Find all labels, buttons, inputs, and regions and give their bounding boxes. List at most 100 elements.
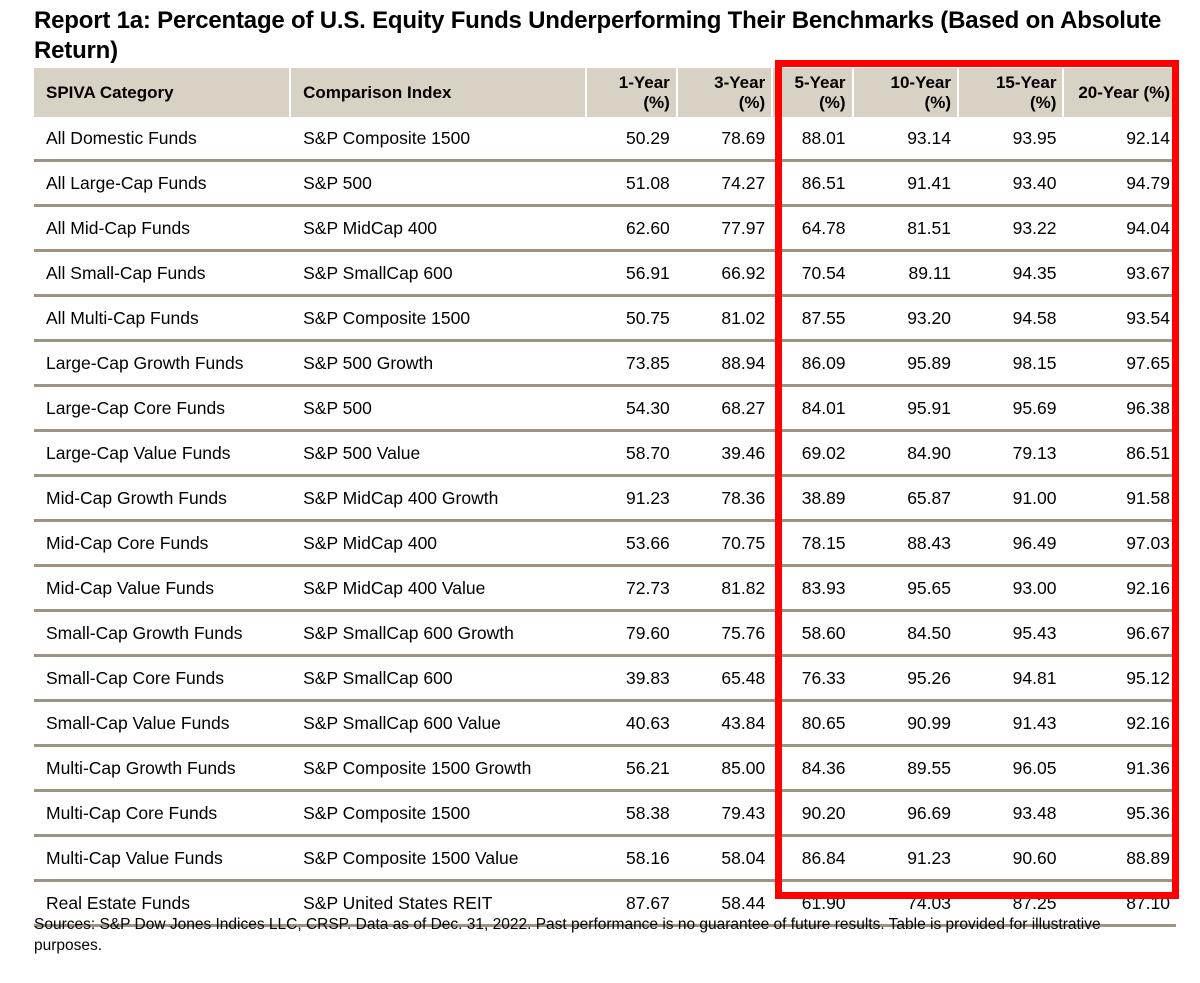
cell-15-year: 93.48: [958, 790, 1065, 837]
table-body: All Domestic Funds S&P Composite 1500 50.2…: [34, 117, 1176, 927]
table-row: Multi-Cap Value Funds S&P Composite 1500 …: [34, 835, 1176, 882]
cell-1-year: 62.60: [586, 205, 678, 252]
cell-comparison-index: S&P SmallCap 600 Growth: [290, 610, 588, 657]
cell-3-year: 58.04: [676, 835, 774, 882]
cell-1-year: 72.73: [586, 565, 678, 612]
cell-spiva-category: Large-Cap Core Funds: [34, 385, 292, 432]
cell-comparison-index: S&P United States REIT: [290, 880, 588, 927]
table-row: All Multi-Cap Funds S&P Composite 1500 50.…: [34, 295, 1176, 342]
cell-15-year: 94.58: [958, 295, 1065, 342]
cell-comparison-index: S&P Composite 1500: [290, 117, 588, 162]
cell-spiva-category: Mid-Cap Growth Funds: [34, 475, 292, 522]
header-15-year: 15-Year (%): [958, 68, 1065, 117]
cell-spiva-category: Mid-Cap Core Funds: [34, 520, 292, 567]
header-3-year: 3-Year (%): [676, 68, 774, 117]
cell-spiva-category: All Large-Cap Funds: [34, 160, 292, 207]
cell-comparison-index: S&P Composite 1500 Growth: [290, 745, 588, 792]
cell-5-year: 87.55: [772, 295, 854, 342]
cell-15-year: 93.22: [958, 205, 1065, 252]
cell-3-year: 58.44: [676, 880, 774, 927]
table-row: All Domestic Funds S&P Composite 1500 50.2…: [34, 117, 1176, 162]
cell-15-year: 94.35: [958, 250, 1065, 297]
cell-1-year: 51.08: [586, 160, 678, 207]
cell-1-year: 56.21: [586, 745, 678, 792]
table-row: Mid-Cap Growth Funds S&P MidCap 400 Growt…: [34, 475, 1176, 522]
cell-3-year: 81.82: [676, 565, 774, 612]
cell-15-year: 94.81: [958, 655, 1065, 702]
cell-15-year: 93.00: [958, 565, 1065, 612]
cell-20-year: 97.65: [1063, 340, 1176, 387]
table-row: Small-Cap Core Funds S&P SmallCap 600 39.8…: [34, 655, 1176, 702]
cell-20-year: 92.16: [1063, 700, 1176, 747]
cell-3-year: 81.02: [676, 295, 774, 342]
table-row: Small-Cap Growth Funds S&P SmallCap 600 G…: [34, 610, 1176, 657]
cell-3-year: 88.94: [676, 340, 774, 387]
cell-20-year: 96.38: [1063, 385, 1176, 432]
cell-5-year: 58.60: [772, 610, 854, 657]
cell-20-year: 94.04: [1063, 205, 1176, 252]
cell-1-year: 56.91: [586, 250, 678, 297]
cell-spiva-category: All Domestic Funds: [34, 117, 292, 162]
cell-3-year: 77.97: [676, 205, 774, 252]
cell-15-year: 96.49: [958, 520, 1065, 567]
cell-10-year: 84.90: [852, 430, 960, 477]
cell-comparison-index: S&P SmallCap 600: [290, 250, 588, 297]
table-row: Large-Cap Core Funds S&P 500 54.30 68.27 84.…: [34, 385, 1176, 432]
cell-20-year: 92.14: [1063, 117, 1176, 162]
cell-comparison-index: S&P MidCap 400: [290, 520, 588, 567]
table-row: Large-Cap Value Funds S&P 500 Value 58.70 3…: [34, 430, 1176, 477]
cell-1-year: 40.63: [586, 700, 678, 747]
table-row: Mid-Cap Core Funds S&P MidCap 400 53.66 70.…: [34, 520, 1176, 567]
cell-10-year: 74.03: [852, 880, 960, 927]
cell-10-year: 95.65: [852, 565, 960, 612]
cell-spiva-category: All Multi-Cap Funds: [34, 295, 292, 342]
cell-spiva-category: Small-Cap Core Funds: [34, 655, 292, 702]
cell-20-year: 93.67: [1063, 250, 1176, 297]
cell-spiva-category: Multi-Cap Value Funds: [34, 835, 292, 882]
cell-20-year: 92.16: [1063, 565, 1176, 612]
cell-10-year: 93.14: [852, 117, 960, 162]
cell-1-year: 53.66: [586, 520, 678, 567]
table-row: All Small-Cap Funds S&P SmallCap 600 56.91…: [34, 250, 1176, 297]
header-1-year: 1-Year (%): [586, 68, 678, 117]
header-comparison-index: Comparison Index: [290, 68, 588, 117]
cell-3-year: 66.92: [676, 250, 774, 297]
cell-5-year: 61.90: [772, 880, 854, 927]
table-container: SPIVA Category Comparison Index 1-Year (…: [34, 68, 1176, 927]
cell-20-year: 97.03: [1063, 520, 1176, 567]
cell-10-year: 88.43: [852, 520, 960, 567]
cell-5-year: 90.20: [772, 790, 854, 837]
cell-1-year: 58.38: [586, 790, 678, 837]
cell-spiva-category: Large-Cap Value Funds: [34, 430, 292, 477]
cell-3-year: 78.69: [676, 117, 774, 162]
header-5-year: 5-Year (%): [772, 68, 854, 117]
cell-spiva-category: Large-Cap Growth Funds: [34, 340, 292, 387]
cell-comparison-index: S&P Composite 1500 Value: [290, 835, 588, 882]
cell-20-year: 95.12: [1063, 655, 1176, 702]
cell-5-year: 84.36: [772, 745, 854, 792]
cell-3-year: 75.76: [676, 610, 774, 657]
cell-3-year: 43.84: [676, 700, 774, 747]
cell-comparison-index: S&P Composite 1500: [290, 295, 588, 342]
cell-3-year: 65.48: [676, 655, 774, 702]
cell-5-year: 84.01: [772, 385, 854, 432]
cell-1-year: 50.29: [586, 117, 678, 162]
cell-5-year: 64.78: [772, 205, 854, 252]
cell-spiva-category: Small-Cap Value Funds: [34, 700, 292, 747]
cell-10-year: 81.51: [852, 205, 960, 252]
cell-spiva-category: Multi-Cap Core Funds: [34, 790, 292, 837]
cell-1-year: 50.75: [586, 295, 678, 342]
cell-spiva-category: Small-Cap Growth Funds: [34, 610, 292, 657]
cell-comparison-index: S&P MidCap 400 Value: [290, 565, 588, 612]
table-row: All Large-Cap Funds S&P 500 51.08 74.27 86.5…: [34, 160, 1176, 207]
sources-footnote: Sources: S&P Dow Jones Indices LLC, CRSP…: [34, 916, 1101, 954]
cell-1-year: 79.60: [586, 610, 678, 657]
cell-10-year: 91.23: [852, 835, 960, 882]
table-row: Small-Cap Value Funds S&P SmallCap 600 Va…: [34, 700, 1176, 747]
cell-spiva-category: Real Estate Funds: [34, 880, 292, 927]
header-10-year: 10-Year (%): [852, 68, 960, 117]
cell-10-year: 84.50: [852, 610, 960, 657]
cell-3-year: 68.27: [676, 385, 774, 432]
cell-3-year: 70.75: [676, 520, 774, 567]
cell-5-year: 86.09: [772, 340, 854, 387]
